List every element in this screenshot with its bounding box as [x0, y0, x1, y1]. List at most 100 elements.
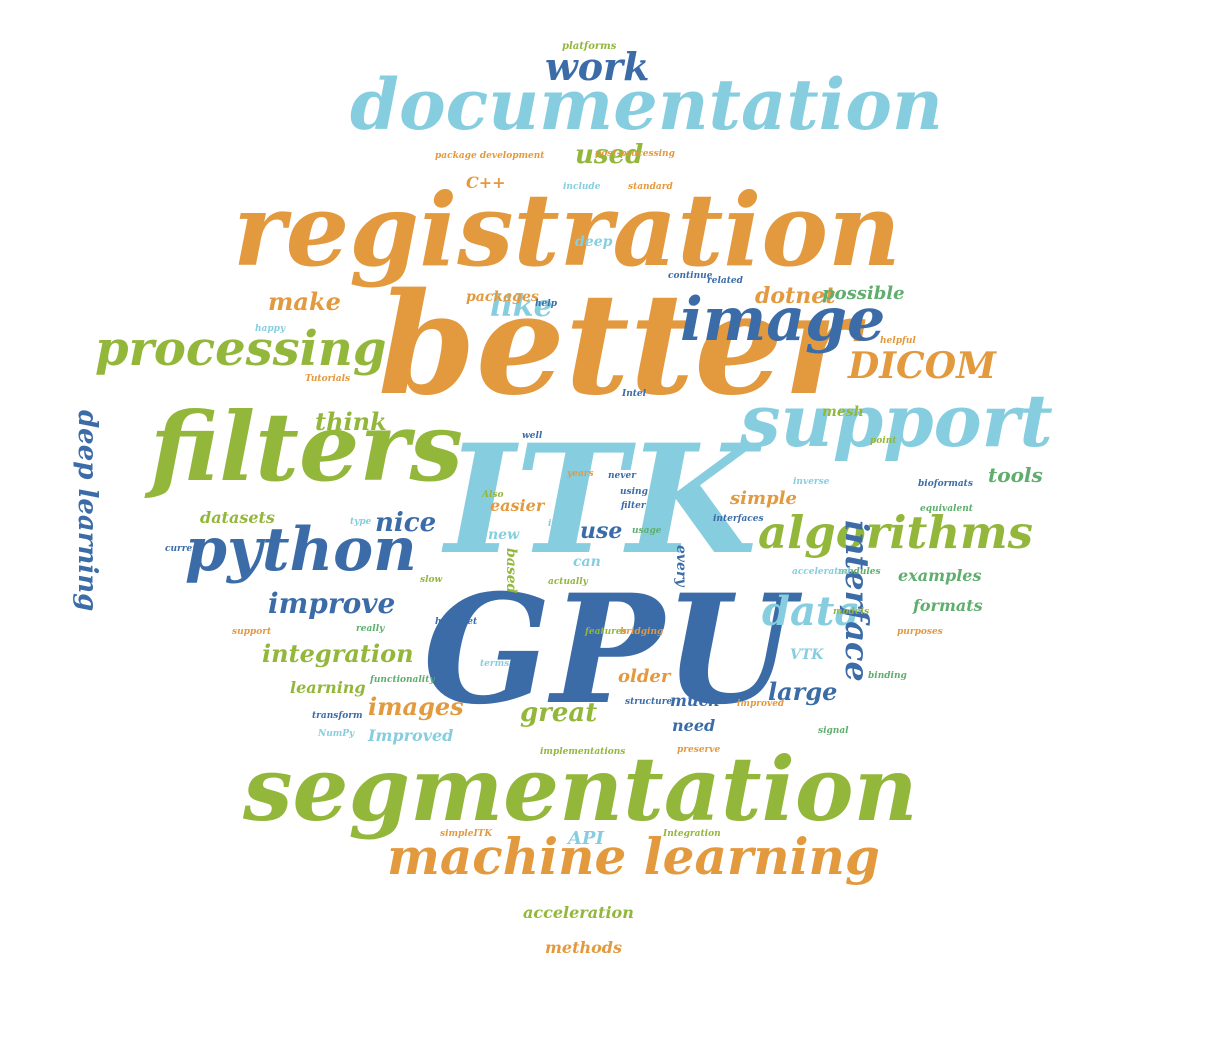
word-cloud-word: filter — [621, 501, 646, 511]
word-cloud-word: Integration — [663, 829, 721, 839]
word-cloud-word: transform — [312, 711, 363, 721]
word-cloud-word: image — [680, 285, 886, 355]
word-cloud-word: itk.js — [548, 519, 574, 529]
word-cloud-word: point — [870, 436, 897, 446]
word-cloud-word: formats — [913, 596, 983, 615]
word-cloud-word: algorithms — [758, 506, 1033, 559]
word-cloud-word: tools — [988, 463, 1043, 487]
word-cloud-word: improve — [268, 587, 396, 620]
word-cloud-word: VTK — [790, 647, 824, 663]
word-cloud-word: models — [833, 607, 870, 617]
word-cloud-word: datasets — [200, 508, 275, 527]
word-cloud-word: modules — [838, 567, 881, 577]
word-cloud-word: include — [563, 182, 601, 192]
word-cloud-word: equivalent — [920, 504, 973, 514]
word-cloud-word: package development — [435, 151, 545, 161]
word-cloud-word: implementations — [540, 747, 626, 757]
word-cloud-word: inverse — [793, 477, 830, 487]
word-cloud-word: python — [185, 515, 417, 585]
word-cloud-word: preserve — [677, 745, 721, 755]
word-cloud-word: dotnet — [755, 283, 836, 309]
word-cloud-word: never — [608, 471, 636, 481]
word-cloud-word: better — [378, 263, 858, 427]
word-cloud-word: images — [368, 692, 464, 721]
word-cloud-word: can — [573, 554, 601, 570]
word-cloud-word: DICOM — [848, 345, 996, 387]
word-cloud-word: support — [232, 627, 272, 637]
word-cloud-word: features — [585, 627, 627, 637]
word-cloud-word: NumPy — [318, 729, 355, 739]
word-cloud-word: documentation — [350, 63, 943, 146]
word-cloud-word: much — [670, 691, 720, 710]
word-cloud-word: work — [545, 44, 650, 89]
word-cloud-word: make — [268, 287, 341, 316]
word-cloud-word: type — [350, 517, 372, 527]
word-cloud-word: Intel — [622, 389, 647, 399]
word-cloud-word: mesh — [822, 404, 864, 420]
word-cloud-word: possible — [822, 283, 905, 304]
word-cloud-word: accelerated — [792, 567, 851, 577]
word-cloud-word: filters — [150, 392, 464, 503]
word-cloud-word: data — [762, 588, 861, 635]
word-cloud-word: signal — [818, 726, 849, 736]
word-cloud-word: helpful — [880, 336, 916, 346]
word-cloud-word: integration — [262, 639, 414, 668]
word-cloud-word: packages — [466, 289, 539, 305]
word-cloud-word: post-processing — [595, 149, 675, 159]
word-cloud-word: deep — [575, 234, 613, 250]
word-cloud-word: interface — [838, 520, 876, 682]
word-cloud-word: structure — [625, 697, 673, 707]
word-cloud-word: deep learning — [72, 410, 102, 612]
word-cloud-word: learning — [290, 678, 366, 697]
word-cloud-word: every — [673, 545, 689, 587]
word-cloud-word: interfaces — [713, 514, 764, 524]
word-cloud-word: C++ — [466, 173, 506, 192]
word-cloud-word: current — [165, 544, 203, 554]
word-cloud-word: used — [575, 140, 644, 170]
word-cloud-word: methods — [545, 938, 622, 957]
word-cloud-word: platforms — [562, 41, 617, 52]
word-cloud-word: GPU — [423, 562, 795, 738]
word-cloud-word: great — [520, 698, 598, 728]
word-cloud-word: older — [618, 666, 671, 687]
word-cloud-word: simple — [730, 488, 797, 509]
word-cloud-word: slow — [420, 575, 443, 585]
word-cloud-word: examples — [898, 566, 982, 585]
word-cloud-word: years — [567, 469, 594, 479]
word-cloud-word: really — [356, 624, 385, 634]
word-cloud-word: think — [315, 407, 387, 436]
word-cloud-word: using — [620, 487, 648, 497]
word-cloud-word: Improved — [368, 726, 454, 745]
word-cloud-word: Tutorials — [305, 374, 351, 384]
word-cloud-word: nice — [375, 508, 437, 538]
word-cloud-word: usage — [632, 526, 662, 536]
word-cloud-word: new — [488, 527, 520, 543]
word-cloud-word: processing — [95, 321, 387, 377]
word-cloud-word: easier — [490, 496, 545, 515]
word-cloud-word: bridging — [620, 627, 664, 637]
word-cloud-word: functionality — [370, 675, 435, 685]
word-cloud-word: related — [707, 276, 743, 286]
word-cloud-word: API — [568, 828, 604, 849]
word-cloud-word: continue — [668, 271, 713, 281]
word-cloud-word: actually — [548, 577, 588, 587]
word-cloud-word: based — [503, 548, 519, 594]
word-cloud-word: bioformats — [918, 479, 973, 489]
word-cloud-word: support — [740, 378, 1053, 463]
word-cloud-word: Also — [482, 490, 504, 500]
word-cloud-word: binding — [868, 671, 907, 681]
word-cloud-word: large — [768, 677, 838, 706]
word-cloud-word: acceleration — [523, 903, 634, 922]
word-cloud-word: standard — [628, 182, 673, 192]
word-cloud-word: hard-set — [435, 617, 478, 627]
word-cloud-word: use — [580, 518, 623, 544]
word-cloud-word: registration — [233, 171, 901, 289]
word-cloud-word: well — [522, 431, 543, 441]
word-cloud-word: purposes — [897, 627, 943, 637]
word-cloud-word: machine learning — [387, 827, 880, 886]
word-cloud-word: help — [535, 299, 557, 309]
word-cloud-word: ITK — [445, 412, 758, 588]
word-cloud-word: improved — [737, 699, 785, 709]
word-cloud-word: need — [672, 716, 716, 735]
